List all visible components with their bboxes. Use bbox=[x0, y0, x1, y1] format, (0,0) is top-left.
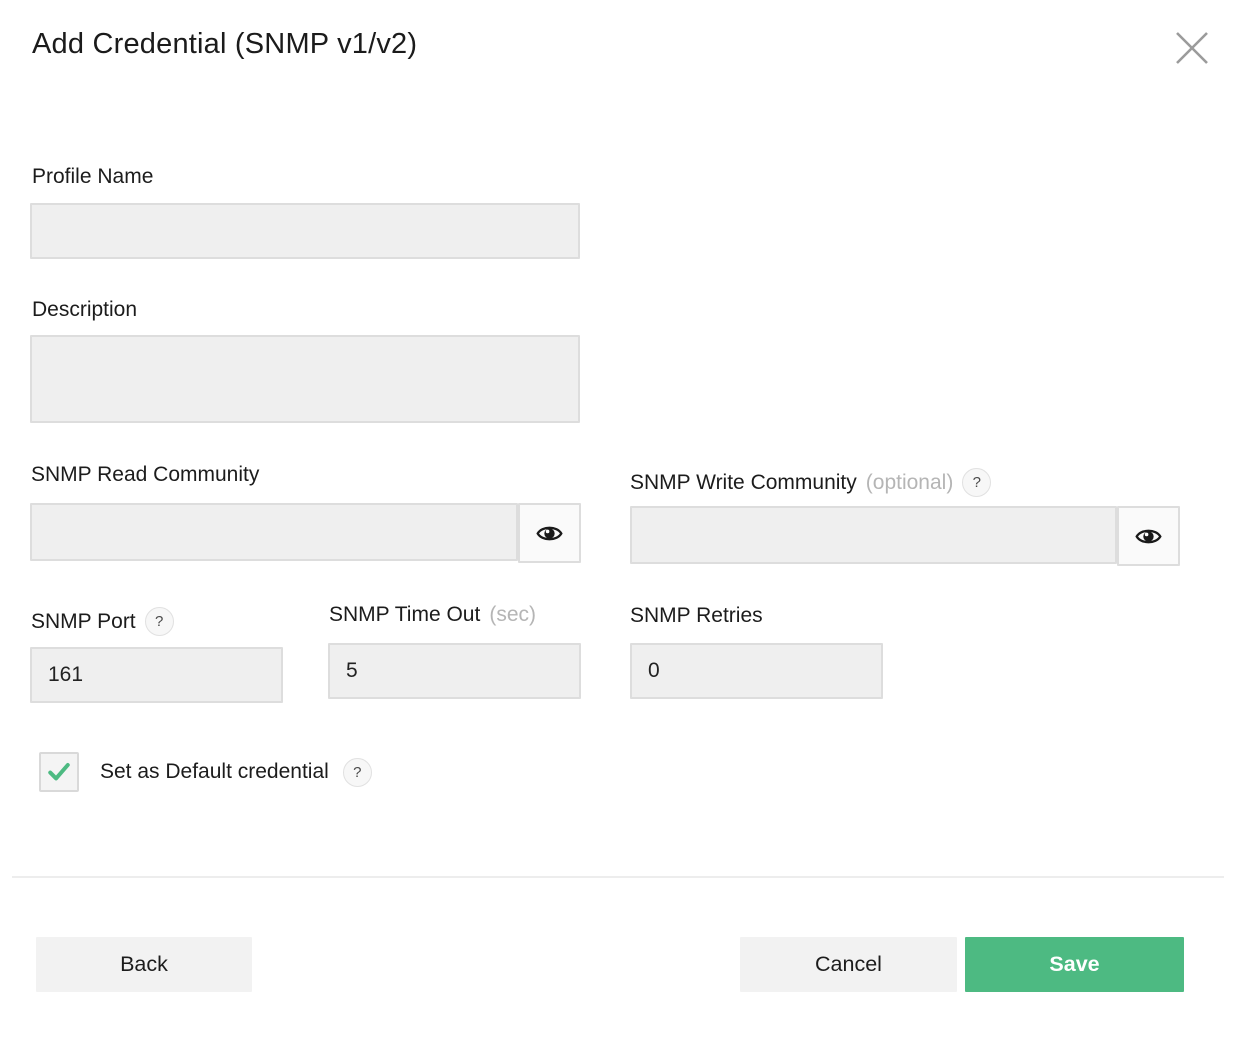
footer-divider bbox=[12, 876, 1224, 878]
snmp-retries-input[interactable] bbox=[630, 643, 883, 699]
eye-icon bbox=[536, 520, 563, 547]
snmp-retries-label: SNMP Retries bbox=[630, 604, 763, 627]
default-credential-checkbox[interactable] bbox=[39, 752, 79, 792]
default-credential-help-icon[interactable]: ? bbox=[342, 757, 372, 787]
snmp-port-help-icon[interactable]: ? bbox=[144, 607, 174, 636]
description-textarea[interactable] bbox=[30, 335, 580, 423]
snmp-write-community-label: SNMP Write Community bbox=[630, 470, 857, 494]
eye-icon bbox=[1135, 523, 1162, 550]
optional-note: (optional) bbox=[865, 470, 954, 494]
snmp-timeout-label: SNMP Time Out bbox=[329, 603, 481, 626]
read-community-reveal-button[interactable] bbox=[518, 503, 581, 563]
checkmark-icon bbox=[45, 758, 73, 786]
description-label: Description bbox=[32, 298, 138, 321]
close-button[interactable] bbox=[1164, 20, 1220, 76]
cancel-button[interactable]: Cancel bbox=[740, 937, 957, 992]
timeout-unit-note: (sec) bbox=[489, 603, 536, 626]
page-title: Add Credential (SNMP v1/v2) bbox=[32, 28, 418, 60]
snmp-port-label: SNMP Port bbox=[31, 609, 136, 633]
snmp-read-community-label: SNMP Read Community bbox=[31, 463, 260, 486]
snmp-read-community-input[interactable] bbox=[30, 503, 518, 561]
back-button[interactable]: Back bbox=[36, 937, 252, 992]
snmp-timeout-input[interactable] bbox=[328, 643, 581, 699]
snmp-port-input[interactable] bbox=[30, 647, 283, 703]
save-button[interactable]: Save bbox=[965, 937, 1184, 992]
write-community-reveal-button[interactable] bbox=[1117, 506, 1180, 566]
default-credential-label: Set as Default credential bbox=[100, 760, 329, 783]
close-icon bbox=[1171, 27, 1213, 69]
snmp-write-community-input[interactable] bbox=[630, 506, 1117, 564]
profile-name-input[interactable] bbox=[30, 203, 580, 259]
write-community-help-icon[interactable]: ? bbox=[962, 468, 992, 497]
profile-name-label: Profile Name bbox=[32, 165, 154, 188]
